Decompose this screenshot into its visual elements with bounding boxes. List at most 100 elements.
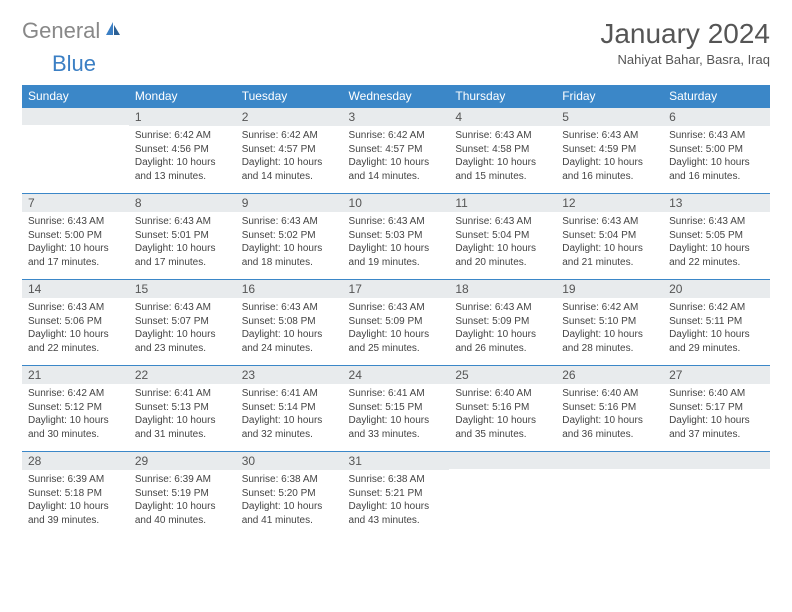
day-number: 18 [449,279,556,298]
day-number: 21 [22,365,129,384]
day-number: 19 [556,279,663,298]
empty-day [663,451,770,469]
calendar-cell: 23Sunrise: 6:41 AMSunset: 5:14 PMDayligh… [236,365,343,451]
day-details: Sunrise: 6:43 AMSunset: 5:00 PMDaylight:… [663,126,770,186]
calendar-cell: 29Sunrise: 6:39 AMSunset: 5:19 PMDayligh… [129,451,236,537]
calendar-cell: 6Sunrise: 6:43 AMSunset: 5:00 PMDaylight… [663,107,770,193]
calendar-row: 28Sunrise: 6:39 AMSunset: 5:18 PMDayligh… [22,451,770,537]
day-details: Sunrise: 6:43 AMSunset: 4:58 PMDaylight:… [449,126,556,186]
day-details: Sunrise: 6:42 AMSunset: 4:56 PMDaylight:… [129,126,236,186]
calendar-cell: 16Sunrise: 6:43 AMSunset: 5:08 PMDayligh… [236,279,343,365]
calendar-cell: 19Sunrise: 6:42 AMSunset: 5:10 PMDayligh… [556,279,663,365]
calendar-cell: 20Sunrise: 6:42 AMSunset: 5:11 PMDayligh… [663,279,770,365]
calendar-cell: 26Sunrise: 6:40 AMSunset: 5:16 PMDayligh… [556,365,663,451]
calendar-cell [663,451,770,537]
day-number: 23 [236,365,343,384]
day-details: Sunrise: 6:42 AMSunset: 5:12 PMDaylight:… [22,384,129,444]
calendar-cell: 13Sunrise: 6:43 AMSunset: 5:05 PMDayligh… [663,193,770,279]
day-number: 12 [556,193,663,212]
day-details: Sunrise: 6:43 AMSunset: 5:09 PMDaylight:… [449,298,556,358]
calendar-cell: 25Sunrise: 6:40 AMSunset: 5:16 PMDayligh… [449,365,556,451]
sail-icon [104,21,122,42]
day-number: 28 [22,451,129,470]
day-number: 15 [129,279,236,298]
day-details: Sunrise: 6:43 AMSunset: 5:00 PMDaylight:… [22,212,129,272]
calendar-body: 1Sunrise: 6:42 AMSunset: 4:56 PMDaylight… [22,107,770,537]
day-details: Sunrise: 6:43 AMSunset: 5:05 PMDaylight:… [663,212,770,272]
calendar-cell: 11Sunrise: 6:43 AMSunset: 5:04 PMDayligh… [449,193,556,279]
day-details: Sunrise: 6:43 AMSunset: 5:06 PMDaylight:… [22,298,129,358]
day-number: 20 [663,279,770,298]
day-details: Sunrise: 6:42 AMSunset: 5:11 PMDaylight:… [663,298,770,358]
day-details: Sunrise: 6:40 AMSunset: 5:16 PMDaylight:… [556,384,663,444]
day-number: 10 [343,193,450,212]
day-details: Sunrise: 6:42 AMSunset: 4:57 PMDaylight:… [343,126,450,186]
day-number: 6 [663,107,770,126]
day-number: 30 [236,451,343,470]
weekday-header: Thursday [449,85,556,107]
logo: General [22,18,124,44]
day-details: Sunrise: 6:43 AMSunset: 5:08 PMDaylight:… [236,298,343,358]
day-number: 11 [449,193,556,212]
day-details: Sunrise: 6:41 AMSunset: 5:14 PMDaylight:… [236,384,343,444]
day-number: 24 [343,365,450,384]
day-number: 31 [343,451,450,470]
day-details: Sunrise: 6:40 AMSunset: 5:17 PMDaylight:… [663,384,770,444]
day-number: 22 [129,365,236,384]
calendar-cell: 5Sunrise: 6:43 AMSunset: 4:59 PMDaylight… [556,107,663,193]
calendar-row: 21Sunrise: 6:42 AMSunset: 5:12 PMDayligh… [22,365,770,451]
calendar-cell: 24Sunrise: 6:41 AMSunset: 5:15 PMDayligh… [343,365,450,451]
weekday-header: Monday [129,85,236,107]
month-title: January 2024 [600,18,770,50]
calendar-cell: 9Sunrise: 6:43 AMSunset: 5:02 PMDaylight… [236,193,343,279]
calendar-cell: 30Sunrise: 6:38 AMSunset: 5:20 PMDayligh… [236,451,343,537]
calendar-cell: 8Sunrise: 6:43 AMSunset: 5:01 PMDaylight… [129,193,236,279]
day-details: Sunrise: 6:42 AMSunset: 5:10 PMDaylight:… [556,298,663,358]
calendar-cell: 31Sunrise: 6:38 AMSunset: 5:21 PMDayligh… [343,451,450,537]
day-details: Sunrise: 6:38 AMSunset: 5:20 PMDaylight:… [236,470,343,530]
calendar-cell: 18Sunrise: 6:43 AMSunset: 5:09 PMDayligh… [449,279,556,365]
calendar-cell [556,451,663,537]
day-details: Sunrise: 6:43 AMSunset: 5:07 PMDaylight:… [129,298,236,358]
calendar-cell: 15Sunrise: 6:43 AMSunset: 5:07 PMDayligh… [129,279,236,365]
day-number: 29 [129,451,236,470]
day-number: 7 [22,193,129,212]
calendar-cell: 1Sunrise: 6:42 AMSunset: 4:56 PMDaylight… [129,107,236,193]
day-number: 1 [129,107,236,126]
day-details: Sunrise: 6:43 AMSunset: 5:03 PMDaylight:… [343,212,450,272]
calendar-cell: 21Sunrise: 6:42 AMSunset: 5:12 PMDayligh… [22,365,129,451]
calendar-page: General January 2024 Nahiyat Bahar, Basr… [0,0,792,555]
day-details: Sunrise: 6:43 AMSunset: 5:04 PMDaylight:… [556,212,663,272]
weekday-header-row: SundayMondayTuesdayWednesdayThursdayFrid… [22,85,770,107]
day-number: 13 [663,193,770,212]
day-number: 4 [449,107,556,126]
weekday-header: Wednesday [343,85,450,107]
calendar-cell [22,107,129,193]
day-number: 25 [449,365,556,384]
day-number: 27 [663,365,770,384]
day-number: 26 [556,365,663,384]
day-details: Sunrise: 6:42 AMSunset: 4:57 PMDaylight:… [236,126,343,186]
day-details: Sunrise: 6:40 AMSunset: 5:16 PMDaylight:… [449,384,556,444]
day-details: Sunrise: 6:41 AMSunset: 5:13 PMDaylight:… [129,384,236,444]
day-details: Sunrise: 6:41 AMSunset: 5:15 PMDaylight:… [343,384,450,444]
day-details: Sunrise: 6:38 AMSunset: 5:21 PMDaylight:… [343,470,450,530]
day-number: 8 [129,193,236,212]
calendar-row: 14Sunrise: 6:43 AMSunset: 5:06 PMDayligh… [22,279,770,365]
calendar-cell: 12Sunrise: 6:43 AMSunset: 5:04 PMDayligh… [556,193,663,279]
calendar-cell: 7Sunrise: 6:43 AMSunset: 5:00 PMDaylight… [22,193,129,279]
calendar-cell: 2Sunrise: 6:42 AMSunset: 4:57 PMDaylight… [236,107,343,193]
calendar-cell: 28Sunrise: 6:39 AMSunset: 5:18 PMDayligh… [22,451,129,537]
day-details: Sunrise: 6:39 AMSunset: 5:18 PMDaylight:… [22,470,129,530]
day-details: Sunrise: 6:43 AMSunset: 5:09 PMDaylight:… [343,298,450,358]
day-number: 5 [556,107,663,126]
day-number: 3 [343,107,450,126]
weekday-header: Sunday [22,85,129,107]
calendar-row: 1Sunrise: 6:42 AMSunset: 4:56 PMDaylight… [22,107,770,193]
empty-day [556,451,663,469]
calendar-cell [449,451,556,537]
calendar-cell: 17Sunrise: 6:43 AMSunset: 5:09 PMDayligh… [343,279,450,365]
day-number: 9 [236,193,343,212]
weekday-header: Saturday [663,85,770,107]
calendar-cell: 4Sunrise: 6:43 AMSunset: 4:58 PMDaylight… [449,107,556,193]
